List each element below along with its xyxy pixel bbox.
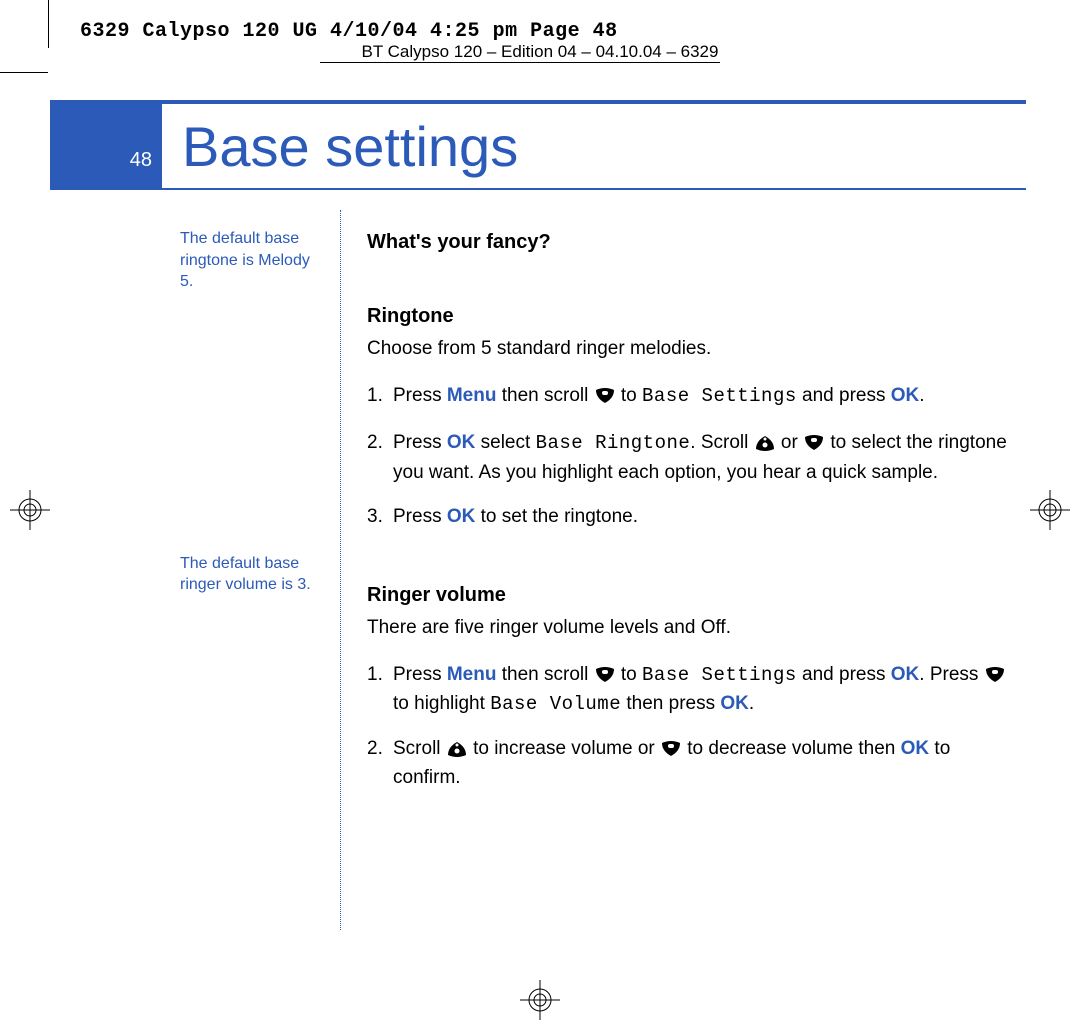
ringtone-step-2: 2. Press OK select Base Ringtone. Scroll… [367,430,1016,486]
step-number: 1. [367,662,393,718]
ringtone-step-3: 3. Press OK to set the ringtone. [367,504,1016,531]
t: then scroll [496,385,593,406]
ok-key: OK [891,385,920,406]
down-icon [984,665,1006,692]
step-number: 2. [367,736,393,792]
crop-mark [0,72,48,73]
t: then press [621,693,720,714]
margin-note-volume: The default base ringer volume is 3. [180,553,320,596]
menu-key: Menu [447,385,497,406]
section-heading-ringtone: Ringtone [367,302,1016,330]
step-text: Press OK select Base Ringtone. Scroll or… [393,430,1016,486]
print-slug: 6329 Calypso 120 UG 4/10/04 4:25 pm Page… [80,20,618,43]
ringtone-intro: Choose from 5 standard ringer melodies. [367,336,1016,363]
t: select [475,432,535,453]
crop-mark [48,0,49,48]
t: Press [393,506,447,527]
volume-step-2: 2. Scroll to increase volume or to decre… [367,736,1016,792]
main-column: What's your fancy? Ringtone Choose from … [341,210,1026,930]
step-text: Press Menu then scroll to Base Settings … [393,383,1016,413]
t: to highlight [393,693,490,714]
down-icon [660,739,682,766]
ringtone-step-1: 1. Press Menu then scroll to Base Settin… [367,383,1016,413]
t: . [749,693,754,714]
t: and press [797,385,891,406]
t: then scroll [496,664,593,685]
menu-key: Menu [447,664,497,685]
down-icon [594,386,616,413]
t: Press [393,432,447,453]
t: to set the ringtone. [475,506,638,527]
down-icon [594,665,616,692]
registration-mark-bottom [520,980,560,1020]
t: to [616,664,642,685]
t: and press [797,664,891,685]
page-title: Base settings [162,104,518,188]
down-icon [803,433,825,460]
ok-key: OK [447,506,476,527]
lcd-text: Base Volume [490,693,621,715]
t: . Press [919,664,983,685]
section-heading-fancy: What's your fancy? [367,228,1016,256]
t: to decrease volume then [682,738,901,759]
step-text: Scroll to increase volume or to decrease… [393,736,1016,792]
registration-mark-left [10,490,50,530]
step-number: 3. [367,504,393,531]
t: Press [393,385,447,406]
page-number: 48 [50,104,162,188]
edition-underline [320,62,720,63]
t: Press [393,664,447,685]
section-heading-volume: Ringer volume [367,581,1016,609]
t: to increase volume or [468,738,660,759]
step-text: Press Menu then scroll to Base Settings … [393,662,1016,718]
ok-key: OK [720,693,749,714]
edition-line: BT Calypso 120 – Edition 04 – 04.10.04 –… [0,42,1080,62]
up-icon [446,739,468,766]
t: to [616,385,642,406]
ok-key: OK [901,738,930,759]
step-text: Press OK to set the ringtone. [393,504,1016,531]
content-area: The default base ringtone is Melody 5. T… [50,210,1026,930]
t: Scroll [393,738,446,759]
volume-step-1: 1. Press Menu then scroll to Base Settin… [367,662,1016,718]
step-number: 1. [367,383,393,413]
lcd-text: Base Settings [642,385,797,407]
up-icon [754,433,776,460]
registration-mark-right [1030,490,1070,530]
ok-key: OK [891,664,920,685]
lcd-text: Base Settings [642,664,797,686]
t: . [919,385,924,406]
margin-note-ringtone: The default base ringtone is Melody 5. [180,228,320,293]
t: . Scroll [690,432,753,453]
header-band: 48 Base settings [50,100,1026,190]
t: or [776,432,803,453]
lcd-text: Base Ringtone [536,432,691,454]
step-number: 2. [367,430,393,486]
volume-intro: There are five ringer volume levels and … [367,615,1016,642]
ok-key: OK [447,432,476,453]
margin-column: The default base ringtone is Melody 5. T… [50,210,340,930]
